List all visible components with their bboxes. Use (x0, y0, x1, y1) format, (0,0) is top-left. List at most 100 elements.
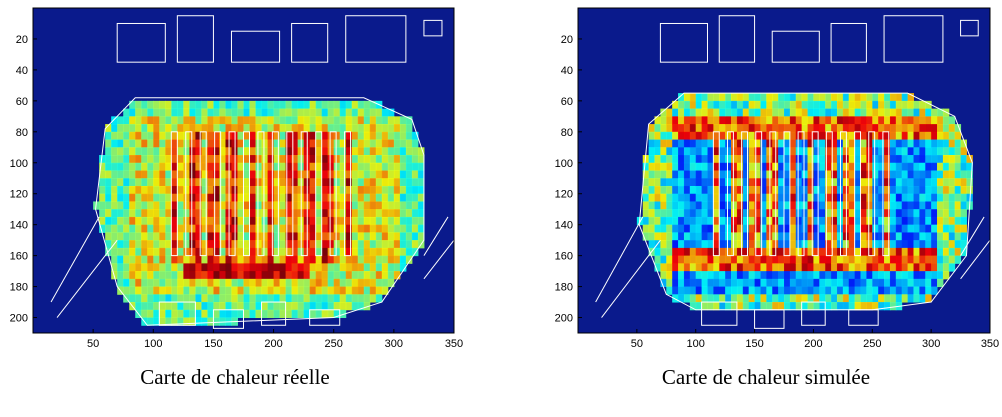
heat-cell (237, 131, 244, 141)
heat-cell (901, 255, 909, 264)
heat-cell (660, 139, 667, 148)
heat-cell (895, 209, 903, 218)
heat-cell (825, 93, 832, 102)
heat-cell (273, 302, 281, 311)
heat-cell (369, 232, 377, 241)
heat-cell (948, 131, 956, 141)
heat-cell (261, 162, 269, 171)
heat-cell (795, 178, 803, 187)
heat-cell (807, 116, 814, 125)
heat-cell (177, 209, 184, 218)
heat-cell (660, 255, 667, 264)
heat-cell (889, 201, 897, 210)
heat-cell (285, 178, 293, 187)
heat-cell (801, 263, 809, 272)
heat-cell (339, 263, 347, 272)
heat-cell (381, 224, 389, 233)
heat-cell (707, 294, 714, 303)
heat-cell (201, 124, 208, 133)
heat-cell (141, 224, 148, 233)
heat-cell (165, 178, 172, 187)
heat-cell (141, 278, 148, 288)
heat-cell (171, 170, 178, 179)
heat-cell (831, 100, 838, 110)
heat-cell (754, 185, 761, 195)
heat-cell (825, 255, 832, 264)
heat-cell (925, 193, 932, 202)
heat-cell (760, 185, 767, 195)
heat-cell (165, 162, 172, 171)
heat-cell (889, 240, 897, 249)
heat-cell (748, 178, 756, 187)
heat-cell (701, 294, 708, 303)
heat-cell (105, 193, 112, 202)
heat-cell (309, 201, 317, 210)
heat-cell (925, 147, 932, 156)
heat-cell (393, 185, 401, 195)
heat-cell (707, 255, 714, 264)
heat-cell (159, 100, 166, 110)
heat-cell (249, 224, 257, 233)
heat-cell (315, 278, 323, 288)
heat-cell (942, 108, 950, 117)
heat-cell (267, 255, 275, 264)
heat-cell (666, 286, 673, 295)
heat-cell (683, 294, 691, 303)
heat-cells (93, 100, 425, 326)
heat-cell (854, 100, 862, 110)
heat-cell (848, 240, 856, 249)
heat-cell (678, 247, 685, 257)
heat-cell (165, 309, 172, 319)
heat-cell (129, 131, 136, 141)
heat-cell (309, 100, 317, 110)
heat-cell (315, 286, 323, 295)
heat-cell (183, 232, 190, 241)
heat-cell (387, 108, 395, 117)
heat-cell (866, 147, 873, 156)
heat-cell (249, 278, 257, 288)
heat-cell (207, 116, 214, 125)
heat-cell (405, 139, 413, 148)
heat-cell (784, 108, 791, 117)
heat-cell (819, 139, 826, 148)
heat-cell (919, 147, 926, 156)
heat-cell (925, 263, 932, 272)
heat-cell (315, 162, 323, 171)
heat-cell (731, 162, 738, 171)
heat-cell (237, 201, 244, 210)
heat-cell (177, 139, 184, 148)
heat-cell (201, 232, 208, 241)
heat-cell (351, 232, 359, 241)
heat-cell (948, 247, 956, 257)
heat-cell (872, 232, 879, 241)
heat-cell (713, 286, 720, 295)
heat-cell (219, 286, 226, 295)
heat-cell (695, 155, 703, 164)
heat-cell (333, 302, 341, 311)
heat-cell (111, 124, 118, 133)
room-block (423, 19, 443, 37)
heat-cell (666, 232, 673, 241)
heat-cell (339, 185, 347, 195)
heat-cell (784, 240, 791, 249)
heat-cell (345, 232, 353, 241)
heat-cell (937, 124, 944, 133)
heat-cell (795, 286, 803, 295)
heat-cell (789, 209, 797, 218)
heat-cell (387, 224, 395, 233)
heat-cell (237, 309, 244, 319)
heat-cell (171, 124, 178, 133)
heat-cell (279, 201, 287, 210)
heat-cell (369, 193, 377, 202)
heat-cell (907, 232, 914, 241)
heat-cell (291, 271, 299, 280)
heat-cell (387, 131, 395, 141)
heat-cell (249, 309, 257, 319)
heat-cell (789, 255, 797, 264)
heat-cell (117, 170, 124, 179)
heat-cell (267, 185, 275, 195)
heat-cell (249, 247, 257, 257)
heat-cell (321, 108, 329, 117)
heat-cell (784, 278, 791, 288)
heat-cell (123, 124, 130, 133)
